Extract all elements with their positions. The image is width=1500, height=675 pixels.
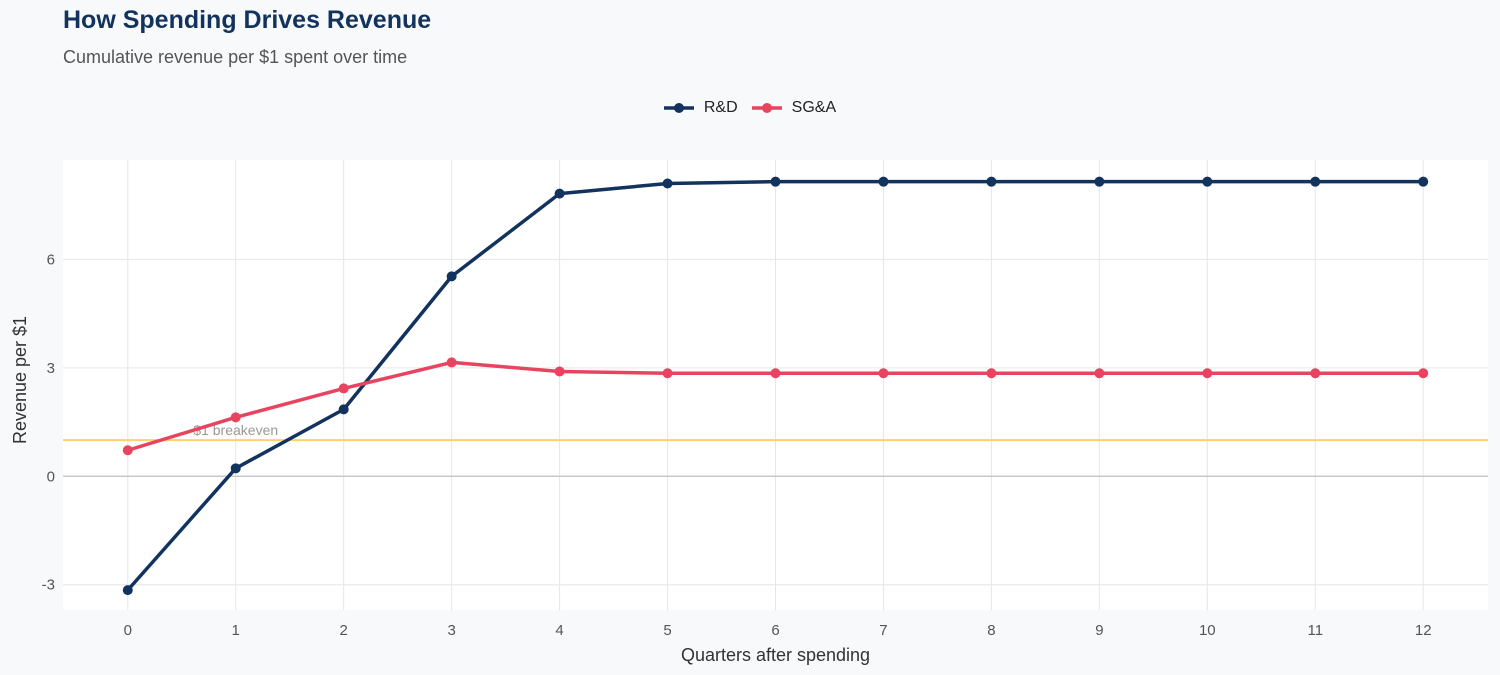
data-point	[662, 368, 673, 379]
y-tick-label: 3	[47, 360, 55, 377]
legend-item: R&D	[663, 99, 738, 117]
y-tick-label: 6	[47, 251, 55, 268]
data-point	[1094, 176, 1105, 187]
x-tick-label: 3	[447, 622, 455, 639]
legend-item: SG&A	[751, 99, 837, 117]
data-point	[1418, 176, 1429, 187]
x-tick-label: 7	[879, 622, 887, 639]
x-tick-label: 6	[771, 622, 779, 639]
x-tick-label: 5	[663, 622, 671, 639]
data-point	[1310, 368, 1321, 379]
data-point	[770, 176, 781, 187]
data-point	[338, 404, 349, 415]
y-axis-label: Revenue per $1	[10, 316, 30, 444]
data-point	[1310, 176, 1321, 187]
data-point	[230, 412, 241, 423]
legend-marker	[751, 103, 782, 113]
x-tick-label: 0	[124, 622, 132, 639]
data-point	[446, 357, 457, 368]
data-point	[1202, 368, 1213, 379]
chart-title: How Spending Drives Revenue	[63, 6, 432, 34]
x-tick-label: 8	[987, 622, 995, 639]
y-tick-label: 0	[47, 468, 55, 485]
data-point	[554, 366, 565, 377]
data-point	[986, 176, 997, 187]
y-tick-label: -3	[42, 577, 55, 594]
data-point	[878, 368, 889, 379]
data-point	[1202, 176, 1213, 187]
breakeven-label: $1 breakeven	[193, 422, 278, 438]
data-point	[338, 383, 349, 394]
data-point	[770, 368, 781, 379]
x-tick-label: 12	[1415, 622, 1432, 639]
data-point	[662, 178, 673, 189]
x-axis-label: Quarters after spending	[681, 645, 870, 665]
data-point	[554, 188, 565, 199]
x-tick-label: 2	[340, 622, 348, 639]
data-point	[230, 463, 241, 474]
legend-marker	[663, 103, 694, 113]
legend: R&D SG&A	[0, 99, 1500, 117]
data-point	[122, 445, 133, 456]
data-point	[1094, 368, 1105, 379]
data-point	[1418, 368, 1429, 379]
x-tick-label: 1	[232, 622, 240, 639]
data-point	[122, 585, 133, 596]
legend-label: SG&A	[791, 99, 837, 116]
x-tick-label: 4	[555, 622, 563, 639]
x-tick-label: 9	[1095, 622, 1103, 639]
x-tick-label: 11	[1307, 622, 1323, 639]
data-point	[986, 368, 997, 379]
chart-subtitle: Cumulative revenue per $1 spent over tim…	[63, 47, 408, 67]
data-point	[878, 176, 889, 187]
data-point	[446, 271, 457, 282]
x-tick-label: 10	[1199, 622, 1216, 639]
legend-label: R&D	[703, 99, 738, 116]
